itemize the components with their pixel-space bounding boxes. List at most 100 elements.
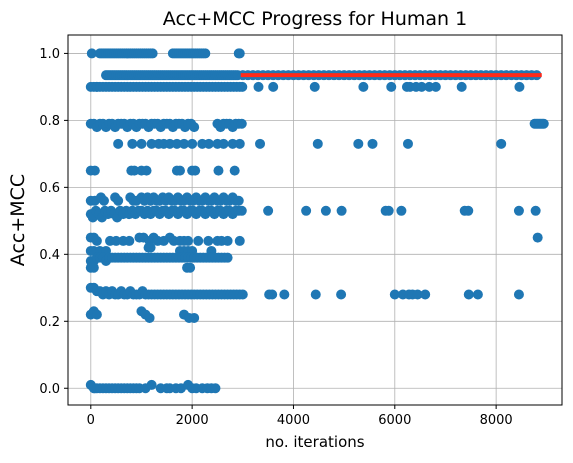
data-point <box>234 48 245 59</box>
data-point <box>279 289 290 300</box>
data-point <box>237 81 248 92</box>
data-point <box>129 165 140 176</box>
scatter-points <box>85 48 549 394</box>
x-tick-label: 8000 <box>480 413 513 428</box>
data-point <box>416 81 427 92</box>
data-point <box>113 138 124 149</box>
data-point <box>210 383 221 394</box>
data-point <box>174 165 185 176</box>
data-point <box>336 205 347 216</box>
data-point <box>353 138 364 149</box>
data-point <box>91 235 102 246</box>
x-tick-label: 6000 <box>378 413 411 428</box>
y-tick-label: 1.0 <box>39 47 60 62</box>
data-point <box>532 232 543 243</box>
data-point <box>127 138 138 149</box>
data-point <box>236 118 247 129</box>
data-point <box>463 205 474 216</box>
y-axis-ticks: 0.0 0.2 0.4 0.6 0.8 1.0 <box>39 47 68 397</box>
data-point <box>136 138 147 149</box>
data-point <box>141 165 152 176</box>
data-point <box>267 289 278 300</box>
y-tick-label: 0.8 <box>39 114 60 129</box>
x-tick-label: 2000 <box>176 413 209 428</box>
y-tick-label: 0.4 <box>39 248 60 263</box>
data-point <box>147 48 158 59</box>
data-point <box>190 165 201 176</box>
data-point <box>389 289 400 300</box>
data-point <box>236 205 247 216</box>
data-point <box>203 235 214 246</box>
data-point <box>513 289 524 300</box>
data-point <box>234 138 245 149</box>
y-axis-label: Acc+MCC <box>7 174 29 266</box>
data-point <box>222 252 233 263</box>
x-tick-label: 4000 <box>277 413 310 428</box>
data-point <box>233 195 244 206</box>
data-point <box>383 205 394 216</box>
data-point <box>189 312 200 323</box>
data-point <box>187 138 198 149</box>
x-tick-label: 0 <box>87 413 95 428</box>
y-tick-label: 0.0 <box>39 382 60 397</box>
data-point <box>193 235 204 246</box>
data-point <box>179 138 190 149</box>
data-point <box>402 138 413 149</box>
data-point <box>185 262 196 273</box>
data-point <box>91 309 102 320</box>
data-point <box>213 165 224 176</box>
y-tick-label: 0.6 <box>39 181 60 196</box>
data-point <box>513 205 524 216</box>
data-point <box>255 138 266 149</box>
data-point <box>145 242 156 253</box>
data-point <box>229 165 240 176</box>
data-point <box>222 235 233 246</box>
data-point <box>514 81 525 92</box>
data-point <box>144 312 155 323</box>
data-point <box>456 81 467 92</box>
data-point <box>367 138 378 149</box>
data-point <box>301 205 312 216</box>
data-point <box>113 195 124 206</box>
data-point <box>430 81 441 92</box>
data-point <box>98 195 109 206</box>
data-point <box>86 48 97 59</box>
data-point <box>336 289 347 300</box>
data-point <box>146 379 157 390</box>
data-point <box>164 138 175 149</box>
x-axis-label: no. iterations <box>265 433 364 451</box>
data-point <box>530 205 541 216</box>
data-point <box>111 235 122 246</box>
data-point <box>496 138 507 149</box>
data-point <box>312 138 323 149</box>
data-point <box>146 138 157 149</box>
data-point <box>310 289 321 300</box>
data-point <box>124 235 135 246</box>
data-point <box>263 205 274 216</box>
data-point <box>538 118 549 129</box>
chart-title: Acc+MCC Progress for Human 1 <box>163 8 467 30</box>
data-point <box>203 138 214 149</box>
data-point <box>237 289 248 300</box>
data-point <box>396 205 407 216</box>
data-point <box>88 262 99 273</box>
data-point <box>463 289 474 300</box>
data-point <box>218 138 229 149</box>
data-point <box>309 81 320 92</box>
data-point <box>200 48 211 59</box>
data-point <box>412 289 423 300</box>
data-point <box>227 138 238 149</box>
data-point <box>268 81 279 92</box>
data-point <box>234 235 245 246</box>
data-point <box>189 122 200 133</box>
data-point <box>253 81 264 92</box>
data-point <box>358 81 369 92</box>
data-point <box>320 205 331 216</box>
data-point <box>420 289 431 300</box>
data-point <box>386 81 397 92</box>
y-tick-label: 0.2 <box>39 315 60 330</box>
data-point <box>472 289 483 300</box>
data-point <box>89 165 100 176</box>
